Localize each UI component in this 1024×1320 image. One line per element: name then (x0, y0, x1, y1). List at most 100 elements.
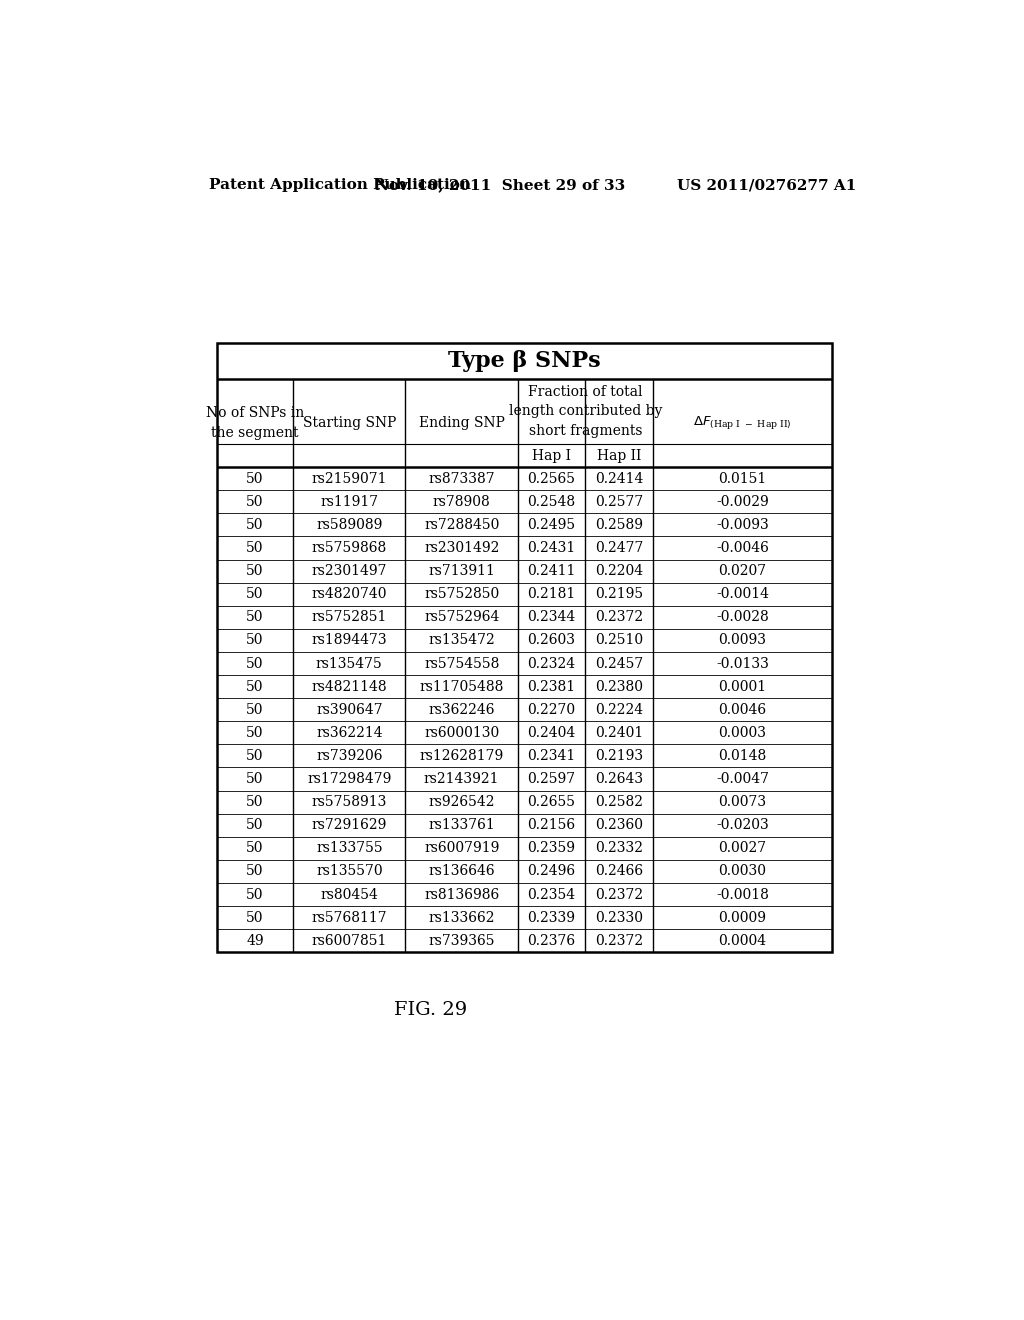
Text: -0.0133: -0.0133 (716, 656, 769, 671)
Text: rs926542: rs926542 (428, 795, 495, 809)
Text: 0.0003: 0.0003 (719, 726, 767, 739)
Text: 50: 50 (247, 748, 264, 763)
Text: 50: 50 (247, 587, 264, 601)
Text: 50: 50 (247, 911, 264, 924)
Text: 0.2565: 0.2565 (527, 471, 575, 486)
Text: rs136646: rs136646 (428, 865, 495, 878)
Text: Hap II: Hap II (597, 449, 642, 462)
Text: 0.2324: 0.2324 (527, 656, 575, 671)
Text: -0.0014: -0.0014 (716, 587, 769, 601)
Text: 0.0207: 0.0207 (719, 564, 767, 578)
Text: rs11705488: rs11705488 (420, 680, 504, 693)
Text: 0.2372: 0.2372 (595, 887, 643, 902)
Text: 0.0151: 0.0151 (719, 471, 767, 486)
Bar (217, 343, 831, 952)
Text: rs5759868: rs5759868 (311, 541, 387, 554)
Text: -0.0046: -0.0046 (716, 541, 769, 554)
Text: Nov. 10, 2011  Sheet 29 of 33: Nov. 10, 2011 Sheet 29 of 33 (375, 178, 625, 193)
Text: rs12628179: rs12628179 (420, 748, 504, 763)
Text: 0.2360: 0.2360 (595, 818, 643, 832)
Text: 0.0030: 0.0030 (719, 865, 767, 878)
Text: 0.2354: 0.2354 (527, 887, 575, 902)
Text: rs133662: rs133662 (428, 911, 495, 924)
Text: rs4821148: rs4821148 (311, 680, 387, 693)
Text: 0.2510: 0.2510 (595, 634, 643, 647)
Text: rs362214: rs362214 (316, 726, 383, 739)
Text: 50: 50 (247, 541, 264, 554)
Text: 0.2339: 0.2339 (527, 911, 575, 924)
Text: 0.0148: 0.0148 (719, 748, 767, 763)
Text: rs135472: rs135472 (428, 634, 495, 647)
Text: Ending SNP: Ending SNP (419, 416, 505, 430)
Text: rs2159071: rs2159071 (311, 471, 387, 486)
Text: rs739206: rs739206 (316, 748, 383, 763)
Text: rs17298479: rs17298479 (307, 772, 391, 785)
Text: 50: 50 (247, 680, 264, 693)
Text: 0.2330: 0.2330 (595, 911, 643, 924)
Text: 0.2344: 0.2344 (527, 610, 575, 624)
Text: -0.0047: -0.0047 (716, 772, 769, 785)
Text: 0.2643: 0.2643 (595, 772, 643, 785)
Text: 0.0073: 0.0073 (719, 795, 767, 809)
Text: 0.2577: 0.2577 (595, 495, 643, 508)
Text: 0.0004: 0.0004 (719, 933, 767, 948)
Text: 50: 50 (247, 517, 264, 532)
Text: No of SNPs in
the segment: No of SNPs in the segment (206, 405, 304, 440)
Text: 0.2341: 0.2341 (527, 748, 575, 763)
Text: rs5752851: rs5752851 (311, 610, 387, 624)
Text: 0.2414: 0.2414 (595, 471, 643, 486)
Text: Type β SNPs: Type β SNPs (449, 350, 601, 372)
Text: 49: 49 (247, 933, 264, 948)
Text: -0.0093: -0.0093 (716, 517, 769, 532)
Text: rs135475: rs135475 (315, 656, 383, 671)
Text: 50: 50 (247, 610, 264, 624)
Text: 0.2372: 0.2372 (595, 610, 643, 624)
Text: 50: 50 (247, 841, 264, 855)
Text: 50: 50 (247, 818, 264, 832)
Text: rs80454: rs80454 (321, 887, 378, 902)
Text: 0.2495: 0.2495 (527, 517, 575, 532)
Text: 0.0009: 0.0009 (719, 911, 767, 924)
Text: 0.2597: 0.2597 (527, 772, 575, 785)
Text: 0.2548: 0.2548 (527, 495, 575, 508)
Text: 0.2477: 0.2477 (595, 541, 643, 554)
Text: 50: 50 (247, 772, 264, 785)
Text: 50: 50 (247, 495, 264, 508)
Text: rs2301497: rs2301497 (311, 564, 387, 578)
Text: 0.2655: 0.2655 (527, 795, 575, 809)
Text: -0.0029: -0.0029 (716, 495, 769, 508)
Text: rs1894473: rs1894473 (311, 634, 387, 647)
Text: rs78908: rs78908 (433, 495, 490, 508)
Text: rs2143921: rs2143921 (424, 772, 500, 785)
Text: rs589089: rs589089 (316, 517, 382, 532)
Text: rs362246: rs362246 (428, 702, 495, 717)
Text: 0.2582: 0.2582 (595, 795, 643, 809)
Text: 0.0093: 0.0093 (719, 634, 767, 647)
Text: 0.2496: 0.2496 (527, 865, 575, 878)
Text: 0.2270: 0.2270 (527, 702, 575, 717)
Text: 0.2431: 0.2431 (527, 541, 575, 554)
Text: 50: 50 (247, 887, 264, 902)
Text: rs713911: rs713911 (428, 564, 495, 578)
Text: Hap I: Hap I (532, 449, 571, 462)
Text: 0.2359: 0.2359 (527, 841, 575, 855)
Text: 0.2603: 0.2603 (527, 634, 575, 647)
Text: rs5768117: rs5768117 (311, 911, 387, 924)
Text: rs873387: rs873387 (428, 471, 495, 486)
Text: US 2011/0276277 A1: US 2011/0276277 A1 (677, 178, 856, 193)
Text: 0.0046: 0.0046 (719, 702, 767, 717)
Text: rs8136986: rs8136986 (424, 887, 500, 902)
Text: 0.2156: 0.2156 (527, 818, 575, 832)
Text: rs7291629: rs7291629 (311, 818, 387, 832)
Text: 0.2381: 0.2381 (527, 680, 575, 693)
Text: rs4820740: rs4820740 (311, 587, 387, 601)
Text: rs133755: rs133755 (316, 841, 383, 855)
Text: FIG. 29: FIG. 29 (393, 1001, 467, 1019)
Text: rs6000130: rs6000130 (424, 726, 500, 739)
Text: -0.0203: -0.0203 (716, 818, 769, 832)
Text: 50: 50 (247, 726, 264, 739)
Text: rs11917: rs11917 (321, 495, 378, 508)
Text: 0.2457: 0.2457 (595, 656, 643, 671)
Text: 0.2589: 0.2589 (595, 517, 643, 532)
Text: rs133761: rs133761 (428, 818, 495, 832)
